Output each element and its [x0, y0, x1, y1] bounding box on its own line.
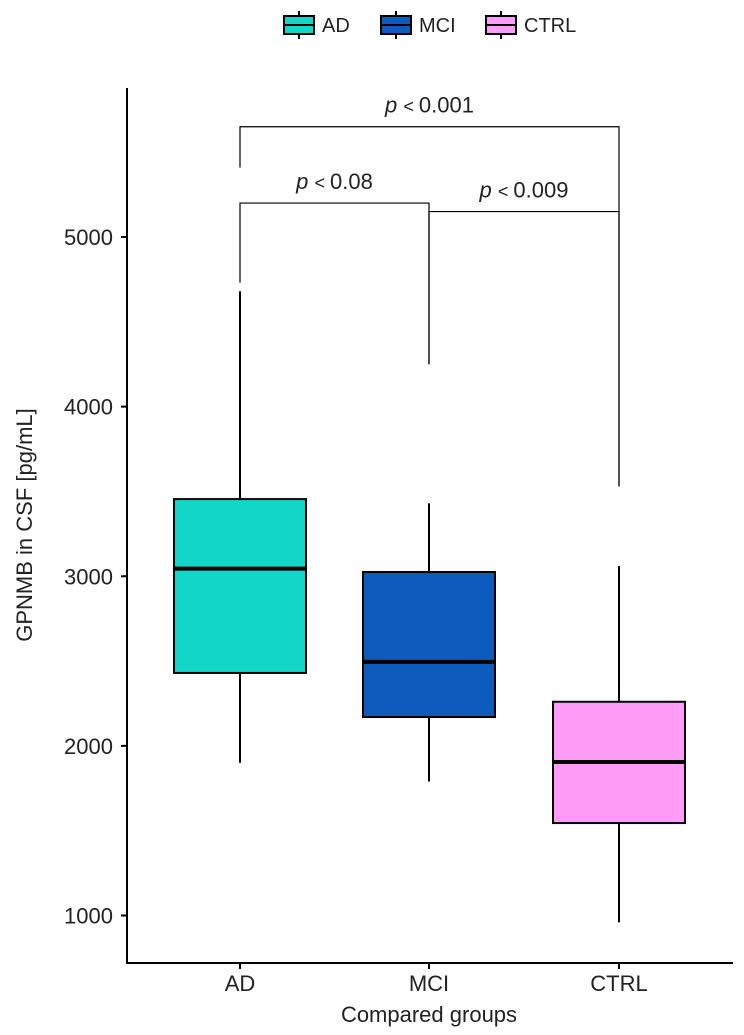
boxes	[173, 291, 686, 923]
significance-brackets: p < 0.08 p < 0.009 p < 0.001	[239, 93, 620, 487]
legend: AD MCI CTRL	[283, 11, 576, 39]
legend-label: CTRL	[524, 15, 576, 37]
x-tick-label: CTRL	[590, 971, 647, 996]
legend-label: MCI	[419, 15, 456, 37]
box-mci	[362, 503, 496, 782]
legend-item-mci: MCI	[380, 11, 456, 39]
box-iqr	[173, 498, 307, 674]
box-ctrl	[552, 566, 686, 923]
x-tick-label: MCI	[409, 971, 449, 996]
p-value-label: p < 0.08	[295, 169, 373, 194]
bracket-line	[428, 210, 620, 487]
x-tick-label: AD	[225, 971, 256, 996]
y-tick-label: 4000	[64, 395, 113, 420]
y-tick-label: 5000	[64, 225, 113, 250]
box-ad	[173, 291, 307, 763]
y-tick-label: 3000	[64, 564, 113, 589]
box-iqr	[362, 571, 496, 719]
bracket-mci-ctrl: p < 0.009	[428, 178, 620, 487]
y-tick-label: 1000	[64, 904, 113, 929]
x-axis-title: Compared groups	[341, 1002, 517, 1027]
p-value-label: p < 0.001	[384, 93, 474, 118]
y-ticks: 1000 2000 3000 4000 5000	[64, 225, 127, 929]
bracket-ad-ctrl: p < 0.001	[239, 93, 620, 487]
legend-item-ctrl: CTRL	[485, 11, 576, 39]
bracket-line	[239, 202, 430, 365]
x-ticks: AD MCI CTRL	[225, 963, 648, 996]
legend-item-ad: AD	[283, 11, 350, 39]
bracket-line	[239, 126, 620, 487]
legend-label: AD	[322, 15, 350, 37]
bracket-ad-mci: p < 0.08	[239, 169, 430, 365]
y-tick-label: 2000	[64, 734, 113, 759]
y-axis-title: GPNMB in CSF [pg/mL]	[12, 408, 37, 642]
p-value-label: p < 0.009	[479, 178, 569, 203]
